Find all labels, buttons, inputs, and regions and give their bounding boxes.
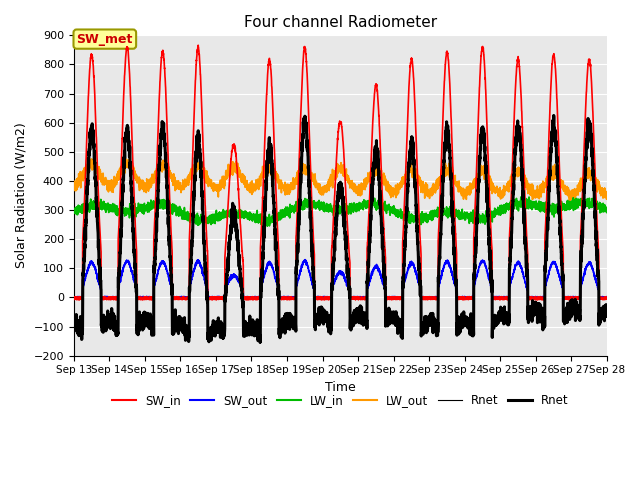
X-axis label: Time: Time <box>325 381 356 394</box>
Y-axis label: Solar Radiation (W/m2): Solar Radiation (W/m2) <box>15 122 28 268</box>
Text: SW_met: SW_met <box>77 33 133 46</box>
Title: Four channel Radiometer: Four channel Radiometer <box>244 15 437 30</box>
Legend: SW_in, SW_out, LW_in, LW_out, Rnet, Rnet: SW_in, SW_out, LW_in, LW_out, Rnet, Rnet <box>108 390 573 412</box>
